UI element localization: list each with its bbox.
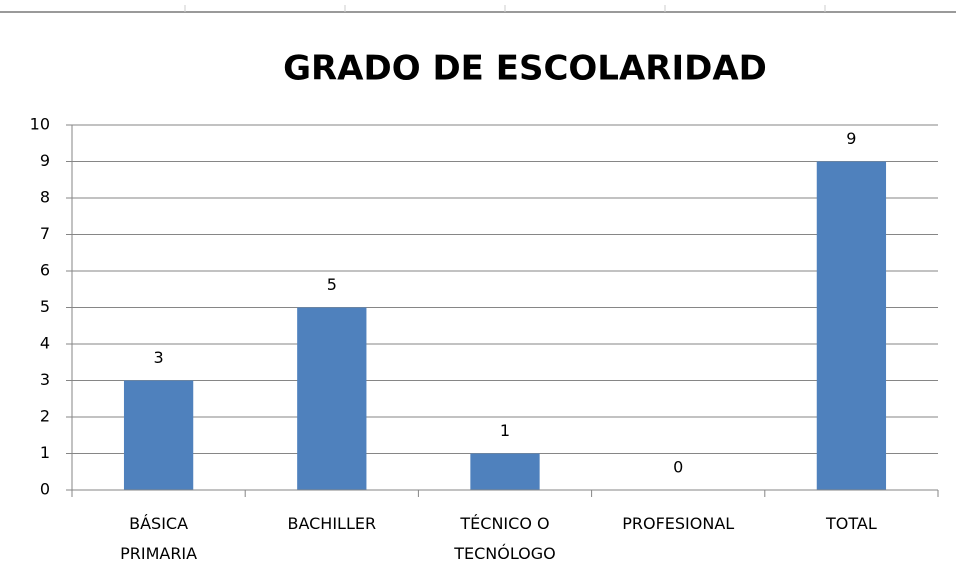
y-tick-label: 0 — [40, 480, 50, 499]
sheet-decoration — [0, 5, 956, 13]
data-label: 9 — [846, 129, 856, 148]
bar — [123, 380, 194, 490]
y-tick-label: 4 — [40, 334, 50, 353]
y-tick-label: 8 — [40, 188, 50, 207]
data-label: 0 — [673, 458, 683, 477]
y-tick-label: 2 — [40, 407, 50, 426]
y-tick-label: 7 — [40, 224, 50, 243]
x-tick-label: TÉCNICO O TECNÓLOGO — [453, 514, 556, 563]
y-tick-label: 3 — [40, 370, 50, 389]
x-tick-label: TOTAL — [825, 514, 877, 533]
y-tick-label: 6 — [40, 261, 50, 280]
chart-title: GRADO DE ESCOLARIDAD — [283, 49, 767, 89]
data-label: 1 — [500, 421, 510, 440]
bar — [470, 453, 540, 490]
bar — [816, 161, 887, 490]
y-tick-label: 5 — [40, 297, 50, 316]
x-tick-label: PROFESIONAL — [622, 514, 734, 533]
bar — [297, 307, 367, 490]
y-tick-label: 10 — [30, 115, 50, 134]
y-tick-label: 1 — [40, 443, 50, 462]
y-tick-label: 9 — [40, 151, 50, 170]
x-tick-label: BACHILLER — [287, 514, 376, 533]
data-label: 3 — [154, 348, 164, 367]
data-label: 5 — [327, 275, 337, 294]
x-tick-label: BÁSICA PRIMARIA — [120, 514, 197, 563]
